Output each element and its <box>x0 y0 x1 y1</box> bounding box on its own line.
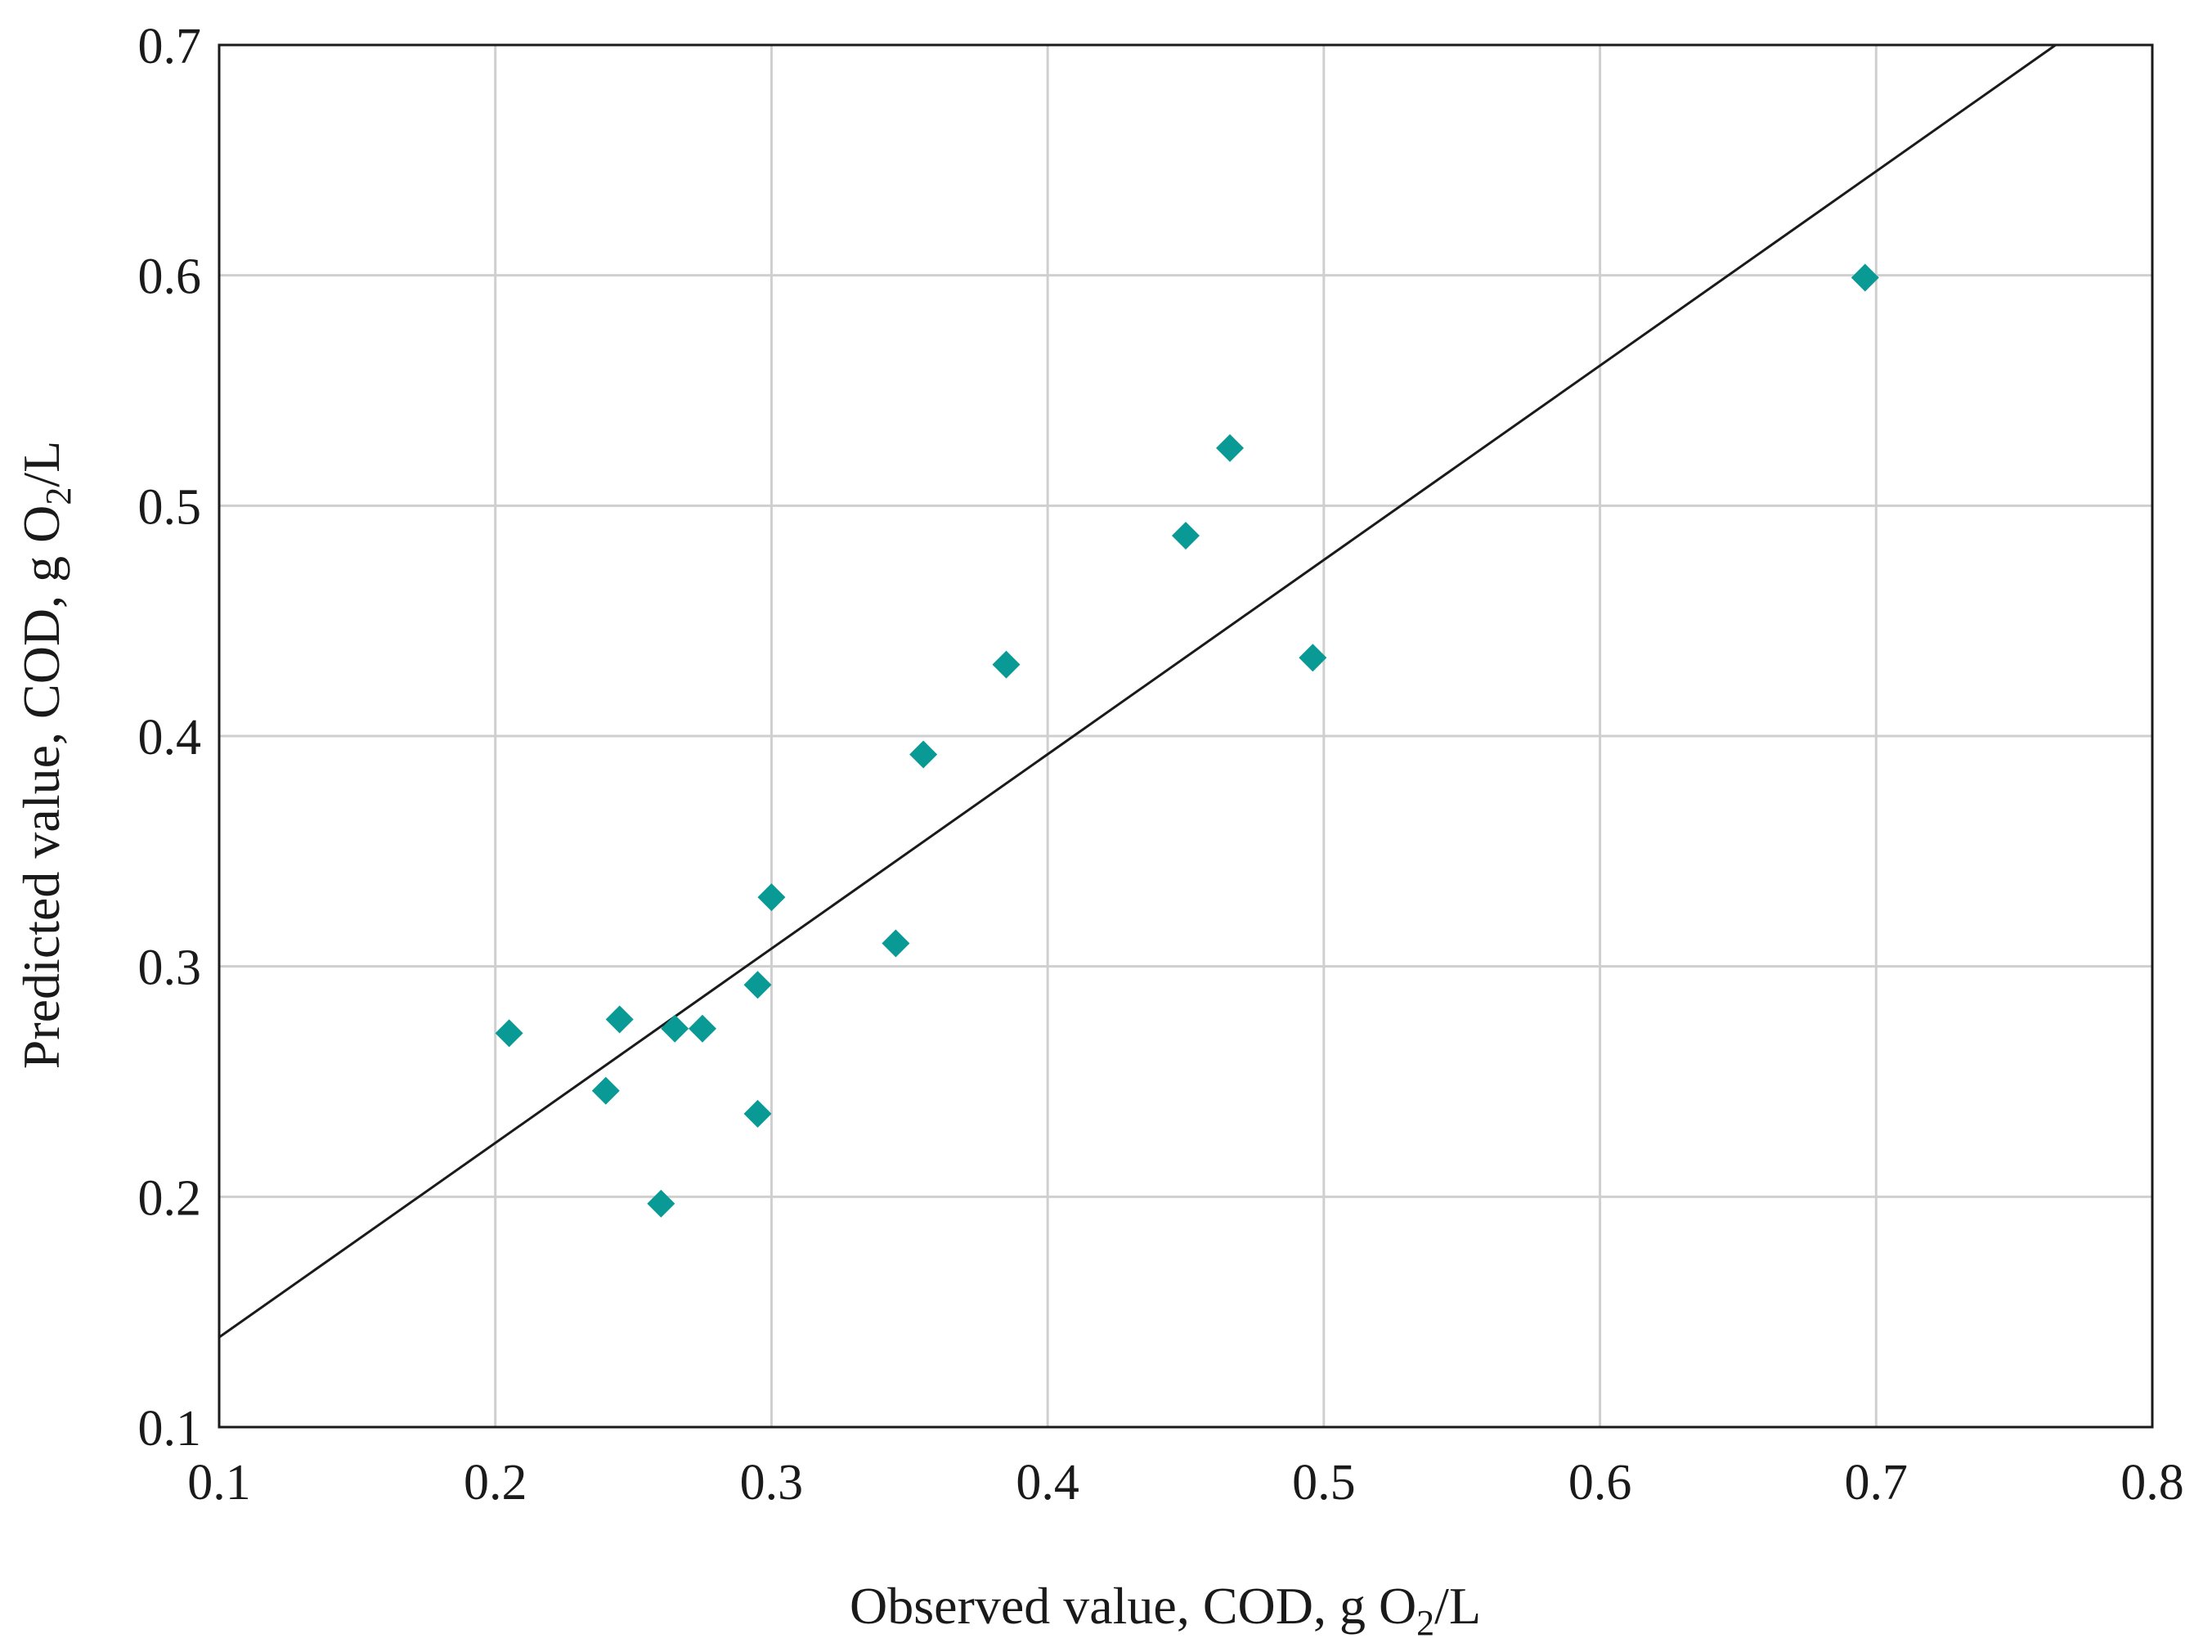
x-tick-label: 0.8 <box>2120 1455 2184 1511</box>
grid-lines <box>219 45 2152 1427</box>
data-point <box>757 883 786 912</box>
y-tick-label: 0.1 <box>138 1401 202 1457</box>
data-point <box>591 1076 620 1105</box>
y-tick-label: 0.4 <box>138 710 202 765</box>
y-tick-label: 0.7 <box>138 19 202 74</box>
data-point <box>661 1014 689 1043</box>
data-point <box>992 650 1021 679</box>
data-point <box>1172 521 1200 550</box>
y-tick-label: 0.3 <box>138 940 202 996</box>
x-axis-title: Observed value, COD, g O2/L <box>850 1577 1481 1643</box>
data-points <box>495 263 1879 1218</box>
tick-labels: 0.1 0.2 0.3 0.4 0.5 0.6 0.7 0.8 0.1 0.2 0.3 0.4 0.5 0… <box>138 19 2184 1511</box>
data-point <box>647 1189 675 1218</box>
y-tick-label: 0.2 <box>138 1170 202 1226</box>
data-point <box>1216 433 1245 462</box>
x-tick-label: 0.3 <box>740 1455 804 1511</box>
x-tick-label: 0.5 <box>1292 1455 1356 1511</box>
y-axis-title: Predicted value, COD, g O2/L <box>12 441 79 1070</box>
x-tick-label: 0.2 <box>464 1455 527 1511</box>
data-point <box>1851 263 1879 292</box>
data-point <box>909 740 938 769</box>
data-point <box>689 1014 716 1043</box>
data-point <box>882 929 910 958</box>
data-point <box>605 1005 634 1034</box>
x-tick-label: 0.7 <box>1845 1455 1909 1511</box>
plot-area-frame <box>218 43 2154 1429</box>
data-point <box>743 971 772 999</box>
data-point <box>495 1019 523 1048</box>
data-point <box>1299 644 1327 672</box>
regression-line <box>218 43 2057 1339</box>
y-tick-label: 0.5 <box>138 479 202 535</box>
data-point <box>743 1099 772 1128</box>
x-tick-label: 0.1 <box>187 1455 251 1511</box>
y-tick-label: 0.6 <box>138 249 202 305</box>
x-tick-label: 0.4 <box>1016 1455 1079 1511</box>
x-tick-label: 0.6 <box>1568 1455 1632 1511</box>
